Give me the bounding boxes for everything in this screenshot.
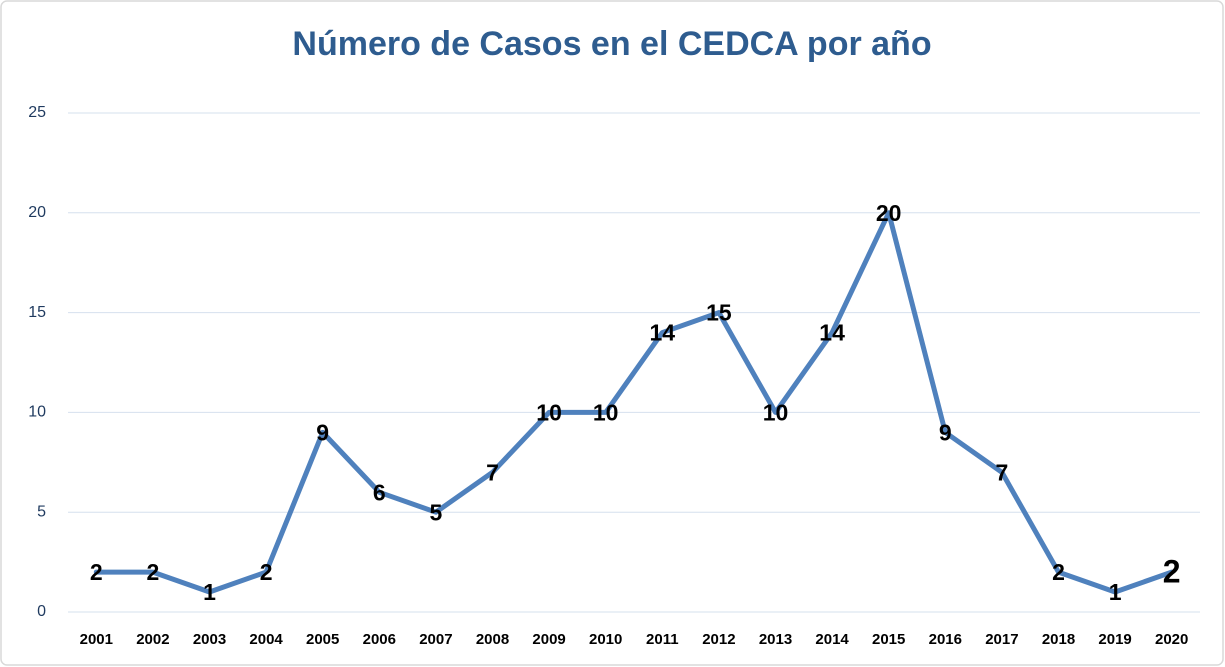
x-tick-label: 2007 — [419, 631, 452, 648]
x-tick-label: 2020 — [1155, 631, 1188, 648]
data-label: 10 — [536, 399, 562, 425]
data-label: 6 — [373, 479, 386, 505]
y-tick-label: 0 — [37, 603, 46, 620]
x-tick-label: 2009 — [532, 631, 565, 648]
x-tick-label: 2017 — [985, 631, 1018, 648]
y-tick-label: 20 — [28, 204, 46, 221]
data-label: 9 — [939, 419, 952, 445]
data-label: 2 — [90, 559, 103, 585]
x-tick-label: 2008 — [476, 631, 509, 648]
x-tick-label: 2001 — [80, 631, 113, 648]
x-tick-label: 2002 — [136, 631, 169, 648]
data-label: 2 — [1163, 554, 1181, 590]
y-tick-label: 15 — [28, 304, 46, 321]
x-tick-label: 2014 — [815, 631, 849, 648]
y-tick-label: 10 — [28, 404, 46, 421]
x-tick-label: 2015 — [872, 631, 905, 648]
y-tick-label: 25 — [28, 104, 46, 121]
x-tick-label: 2003 — [193, 631, 226, 648]
data-label: 10 — [593, 399, 619, 425]
data-label: 2 — [260, 559, 273, 585]
chart-title: Número de Casos en el CEDCA por año — [292, 25, 931, 63]
data-label: 2 — [147, 559, 160, 585]
data-label: 14 — [650, 320, 676, 346]
x-tick-label: 2019 — [1098, 631, 1131, 648]
line — [93, 210, 1175, 595]
data-label: 5 — [430, 499, 443, 525]
x-tick-label: 2011 — [646, 631, 679, 648]
y-tick-label: 5 — [37, 503, 46, 520]
x-tick-label: 2018 — [1042, 631, 1075, 648]
x-tick-label: 2012 — [702, 631, 735, 648]
x-tick-label: 2010 — [589, 631, 622, 648]
data-label: 14 — [819, 320, 845, 346]
data-label: 9 — [316, 419, 329, 445]
data-label: 2 — [1052, 559, 1065, 585]
x-tick-label: 2013 — [759, 631, 792, 648]
data-label: 1 — [1109, 579, 1122, 605]
data-label: 15 — [706, 300, 732, 326]
data-label: 20 — [876, 200, 902, 226]
data-label: 7 — [996, 459, 1009, 485]
data-label: 1 — [203, 579, 216, 605]
x-tick-label: 2004 — [249, 631, 283, 648]
x-tick-label: 2006 — [363, 631, 396, 648]
data-label: 7 — [486, 459, 499, 485]
data-label: 10 — [763, 399, 789, 425]
x-tick-label: 2005 — [306, 631, 339, 648]
x-tick-label: 2016 — [929, 631, 962, 648]
